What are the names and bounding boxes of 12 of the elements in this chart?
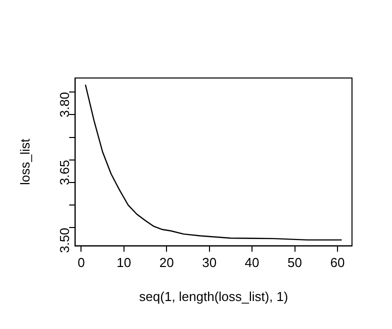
x-tick-label: 10 [116,255,132,270]
x-tick-label: 40 [244,255,260,270]
y-axis-title: loss_list [17,138,32,186]
y-tick-label: 3.80 [56,92,72,118]
y-tick-label: 3.50 [56,228,72,254]
x-tick-label: 0 [78,255,85,270]
y-tick-label: 3.65 [56,160,72,186]
x-tick-label: 60 [330,255,345,270]
x-tick-label: 30 [202,255,217,270]
x-tick-label: 50 [288,255,302,270]
x-axis-title: seq(1, length(loss_list), 1) [139,288,288,304]
x-tick-label: 20 [159,255,174,270]
